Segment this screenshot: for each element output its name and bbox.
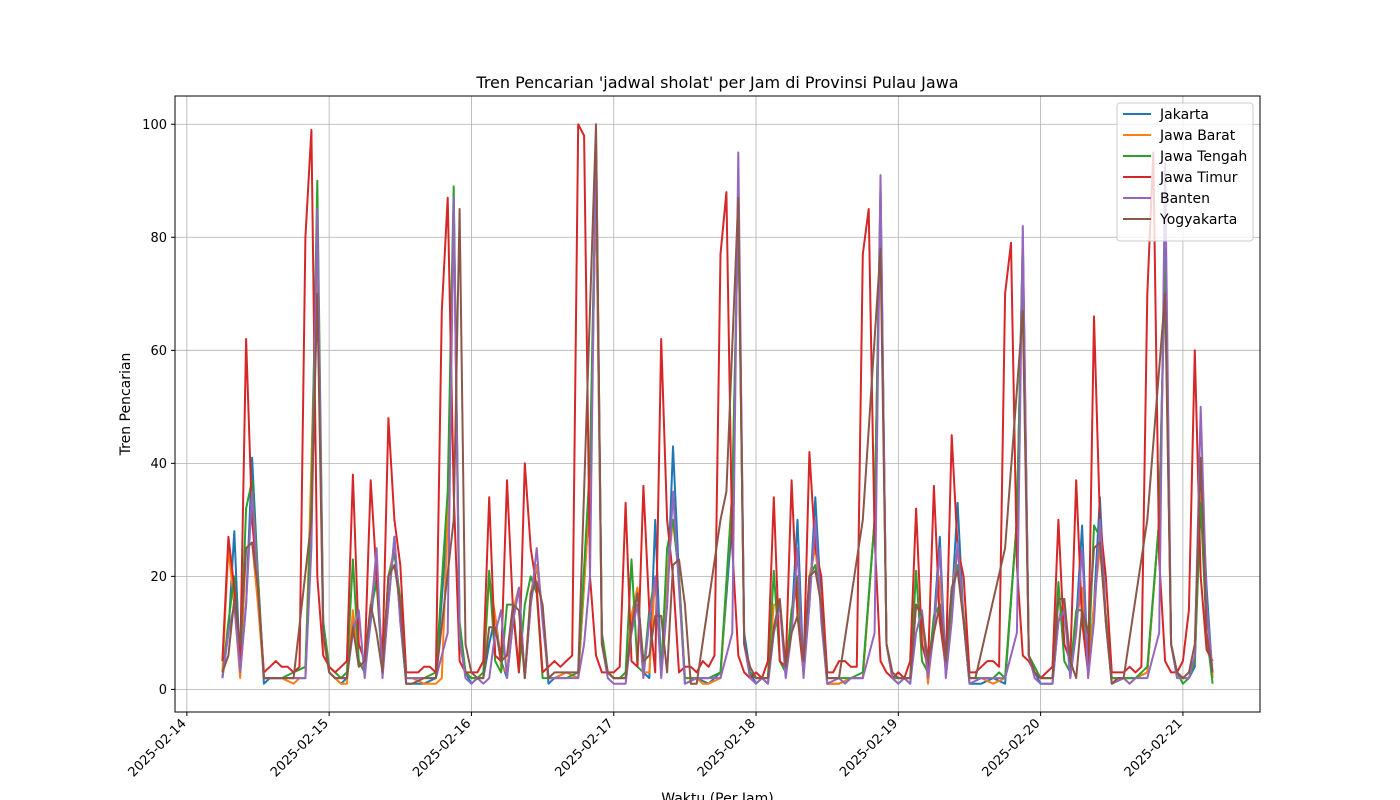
y-tick-label: 60 [150, 344, 167, 359]
legend-item-label: Jawa Tengah [1159, 149, 1247, 165]
grid [175, 96, 1260, 712]
series-line-6 [221, 123, 1214, 685]
legend-item-label: Jakarta [1159, 107, 1209, 123]
legend-item-label: Banten [1160, 191, 1210, 207]
x-tick-label: 2025-02-16 [410, 716, 474, 780]
series-line-4 [221, 123, 1214, 680]
x-tick-label: 2025-02-18 [695, 716, 759, 780]
legend: Jakarta Jawa Barat Jawa Tengah Jawa Timur Ba… [1116, 102, 1254, 242]
x-tick-label: 2025-02-15 [268, 716, 332, 780]
x-tick-label: 2025-02-19 [837, 716, 901, 780]
y-tick-label: 80 [150, 231, 167, 246]
y-tick-label: 40 [150, 457, 167, 472]
legend-box [1116, 102, 1254, 242]
legend-item-label: Jawa Barat [1159, 128, 1236, 144]
x-tick-label: 2025-02-17 [553, 716, 617, 780]
chart-title: Tren Pencarian 'jadwal sholat' per Jam d… [475, 73, 958, 92]
legend-item-label: Yogyakarta [1159, 212, 1237, 228]
x-axis-label: Waktu (Per Jam) [661, 791, 773, 800]
x-tick-label: 2025-02-21 [1122, 716, 1186, 780]
y-axis-label: Tren Pencarian [118, 353, 134, 457]
series-lines [221, 123, 1214, 685]
legend-item-label: Jawa Timur [1159, 170, 1238, 186]
y-tick-label: 100 [142, 118, 167, 133]
plot-frame [174, 95, 1261, 713]
y-tick-label: 20 [150, 570, 167, 585]
y-tick-label: 0 [159, 683, 167, 698]
x-tick-label: 2025-02-14 [126, 716, 190, 780]
x-tick-label: 2025-02-20 [979, 716, 1043, 780]
